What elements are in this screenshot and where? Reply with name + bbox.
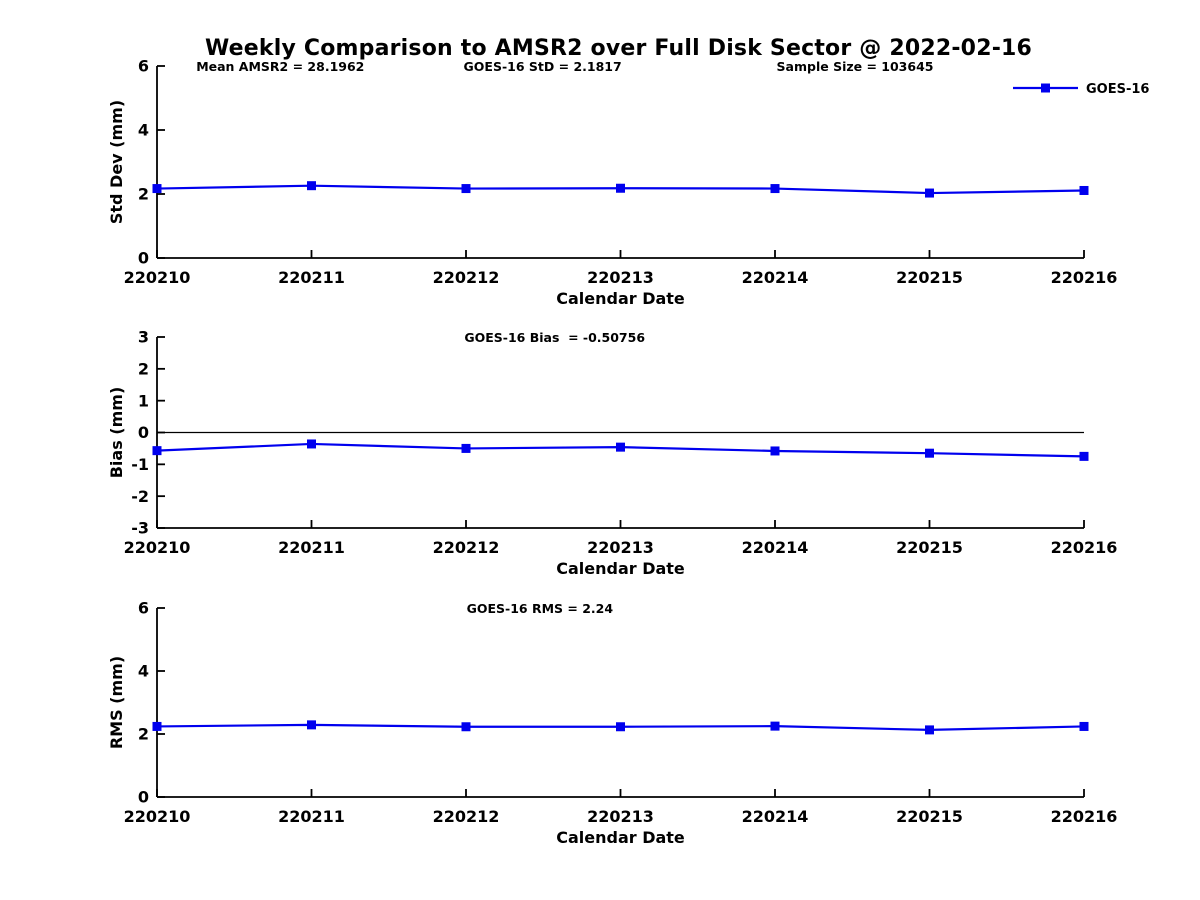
y-tick-label: 0: [138, 249, 149, 268]
y-axis-title: RMS (mm): [107, 656, 126, 749]
y-axis-title: Bias (mm): [107, 387, 126, 479]
x-tick-label: 220212: [433, 538, 500, 557]
x-tick-label: 220214: [742, 538, 809, 557]
x-axis-title: Calendar Date: [556, 559, 685, 578]
y-tick-label: 4: [138, 121, 149, 140]
data-point-marker: [461, 722, 471, 732]
data-point-marker: [616, 442, 625, 452]
stat-annotation: GOES-16 RMS = 2.24: [467, 601, 614, 616]
x-tick-label: 220213: [587, 538, 654, 557]
x-tick-label: 220211: [278, 807, 345, 826]
x-tick-label: 220210: [124, 807, 191, 826]
y-tick-label: 3: [138, 328, 149, 347]
data-point-marker: [152, 721, 162, 731]
x-tick-label: 220214: [742, 268, 809, 287]
panel-std-dev: 0 2 4 6 220210 220211 220212 220213 220214 220215…: [107, 57, 1117, 308]
y-tick-label: 6: [138, 599, 149, 618]
data-point-marker: [461, 443, 471, 453]
stat-annotation: Sample Size = 103645: [777, 59, 934, 74]
data-point-marker: [1079, 451, 1089, 461]
y-tick-label: 2: [138, 185, 149, 204]
stat-annotation: GOES-16 StD = 2.1817: [464, 59, 622, 74]
y-tick-label: 2: [138, 725, 149, 744]
panel-rms: 0 2 4 6 220210 220211 220212 220213 220214 220215…: [107, 599, 1117, 847]
x-tick-label: 220210: [124, 538, 191, 557]
x-tick-label: 220210: [124, 268, 191, 287]
legend-marker: [1041, 83, 1050, 93]
data-point-marker: [770, 184, 780, 194]
panel-bias: -3 -2 -1 0 1 2 3 220210 220211 220212 220213 220214…: [107, 328, 1117, 578]
x-tick-label: 220212: [433, 807, 500, 826]
x-tick-label: 220211: [278, 268, 345, 287]
data-point-marker: [307, 439, 316, 449]
data-point-marker: [770, 721, 780, 731]
y-tick-label: 6: [138, 57, 149, 76]
x-tick-label: 220214: [742, 807, 809, 826]
data-point-marker: [770, 446, 780, 456]
x-tick-label: 220213: [587, 807, 654, 826]
y-tick-label: 1: [138, 391, 149, 410]
x-tick-label: 220215: [896, 807, 963, 826]
data-point-marker: [307, 181, 316, 191]
x-tick-label: 220216: [1051, 538, 1118, 557]
page-title: Weekly Comparison to AMSR2 over Full Dis…: [204, 36, 1033, 61]
data-point-marker: [152, 184, 162, 194]
data-point-marker: [152, 446, 162, 456]
y-tick-label: -3: [131, 519, 149, 538]
x-tick-label: 220215: [896, 268, 963, 287]
data-point-marker: [307, 720, 316, 730]
data-point-marker: [925, 725, 934, 735]
y-tick-label: 0: [138, 423, 149, 442]
stat-annotation: GOES-16 Bias = -0.50756: [464, 330, 645, 345]
x-tick-label: 220213: [587, 268, 654, 287]
stat-annotation: Mean AMSR2 = 28.1962: [196, 59, 364, 74]
y-axis-title: Std Dev (mm): [107, 100, 126, 224]
x-tick-label: 220212: [433, 268, 500, 287]
y-tick-label: 0: [138, 788, 149, 807]
y-tick-label: -1: [131, 455, 149, 474]
x-axis-title: Calendar Date: [556, 828, 685, 847]
y-tick-label: -2: [131, 487, 149, 506]
data-point-marker: [616, 183, 625, 193]
legend-label: GOES-16: [1086, 82, 1149, 97]
data-point-marker: [925, 448, 934, 458]
x-tick-label: 220211: [278, 538, 345, 557]
data-point-marker: [616, 722, 625, 732]
y-tick-label: 4: [138, 662, 149, 681]
data-point-marker: [461, 184, 471, 194]
data-point-marker: [1079, 721, 1089, 731]
x-axis-title: Calendar Date: [556, 289, 685, 308]
x-tick-label: 220215: [896, 538, 963, 557]
x-tick-label: 220216: [1051, 268, 1118, 287]
data-point-marker: [1079, 185, 1089, 195]
data-point-marker: [925, 188, 934, 198]
x-tick-label: 220216: [1051, 807, 1118, 826]
y-tick-label: 2: [138, 359, 149, 378]
legend: GOES-16: [1013, 82, 1149, 97]
